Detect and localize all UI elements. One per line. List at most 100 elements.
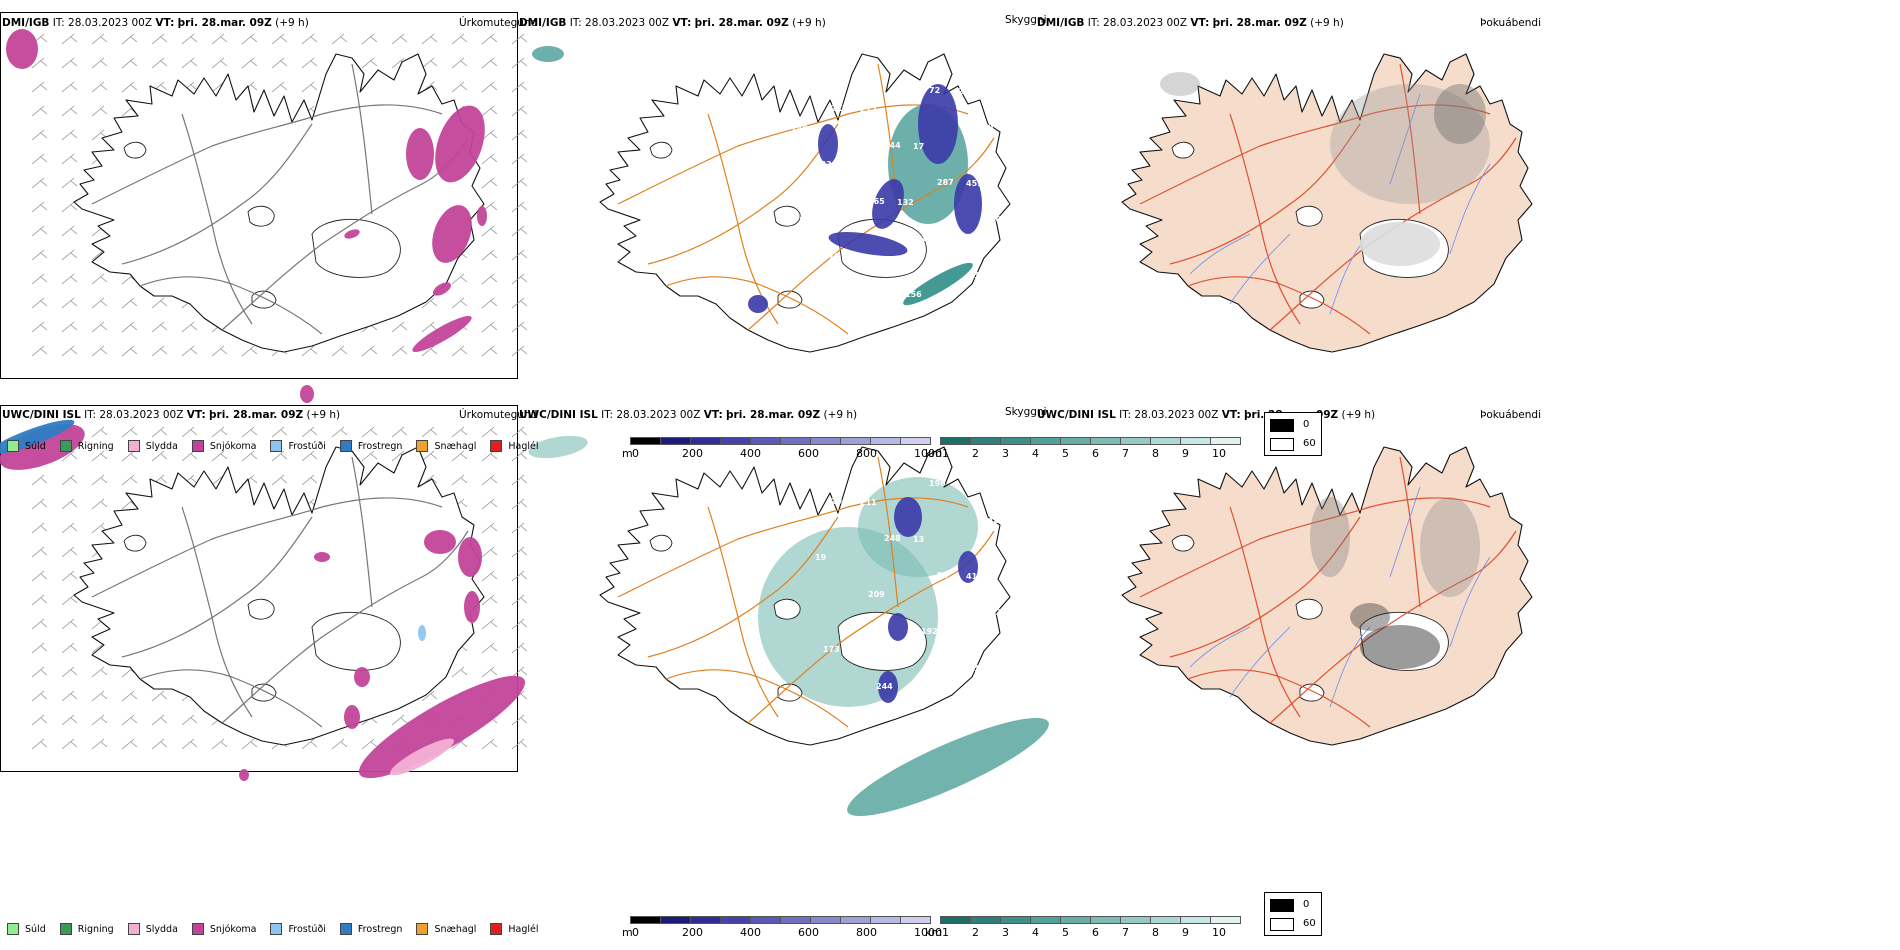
visibility-value-label: 248 [884,534,901,543]
colorbar-km-tick: 4 [1032,447,1039,460]
legend-swatch [191,440,204,452]
legend-swatch [416,923,429,935]
colorbar-km-seg [1090,437,1121,445]
colorbar-km-seg [1060,916,1091,924]
colorbar-m-tick: 600 [798,926,819,939]
colorbar-m-seg [840,437,871,445]
colorbar-m-seg [870,437,901,445]
precip-legend-bottom: Súld Rigning Slydda Snjókoma Frostúði Frostre… [7,923,553,935]
colorbar-km-unit: km [925,926,943,939]
visibility-value-label: 299 [831,497,848,506]
colorbar-km-seg [970,916,1001,924]
legend-label: Frostúði [288,923,326,935]
colorbar-km-tick: 7 [1122,447,1129,460]
legend-label: Slydda [145,923,178,935]
legend-swatch [339,923,352,935]
visibility-map-bottom: 3102992488532017324419624219209192145912… [528,435,1049,817]
colorbar-km-tick: 5 [1062,447,1069,460]
fog-legend-swatch-0 [1270,899,1294,912]
legend-swatch [416,440,429,452]
visibility-value-label: 227 [831,104,848,113]
legend-swatch [127,440,140,452]
colorbar-m-tick: 400 [740,926,761,939]
fog-legend-bottom: 0 60 [1264,892,1322,936]
colorbar-km-seg [1150,437,1181,445]
legend-item-snjókoma: Snjókoma [191,923,257,935]
colorbar-m-seg [720,437,751,445]
legend-label: Haglél [508,923,539,935]
colorbar-km-seg [1060,437,1091,445]
legend-item-snjókoma: Snjókoma [191,440,256,452]
fog-legend-label-60: 60 [1303,438,1316,449]
colorbar-km-tick: 9 [1182,447,1189,460]
visibility-value-label: 165 [868,197,885,206]
legend-swatch [490,923,503,935]
visibility-value-label: 121 [778,67,795,76]
fog-legend-top: 0 60 [1264,412,1322,456]
colorbar-km-seg [940,437,971,445]
colorbar-km-seg [1120,916,1151,924]
legend-swatch [490,440,503,452]
colorbar-m-seg [810,916,841,924]
panel-title-fog-top: Þokuábendi [1480,17,1541,29]
colorbar-km-tick: 3 [1002,926,1009,939]
colorbar-km-tick: 6 [1092,926,1099,939]
colorbar-km-tick: 1 [942,447,949,460]
colorbar-km-tick: 10 [1212,447,1226,460]
visibility-value-label: 132 [897,198,914,207]
colorbar-km-tick: 9 [1182,926,1189,939]
colorbar-m-tick: 800 [856,926,877,939]
legend-item-súld: Súld [7,440,46,452]
colorbar-m-seg [660,437,691,445]
colorbar-km-tick: 4 [1032,926,1039,939]
colorbar-m-seg [780,437,811,445]
legend-label: Snæhagl [434,923,477,935]
colorbar-m-seg [900,916,931,924]
colorbar-m-seg [840,916,871,924]
fog-legend-swatch-0 [1270,419,1294,432]
colorbar-km-tick: 6 [1092,447,1099,460]
legend-label: Súld [25,923,46,935]
colorbar-km-seg [1090,916,1121,924]
colorbar-km-tick: 7 [1122,926,1129,939]
visibility-value-label: 320 [990,608,1007,617]
visibility-colorbar-top: m 0 200 400 600 800 1000 km 1 2 3 4 5 6 7 8 9 10 [622,437,1260,467]
colorbar-km-seg [940,916,971,924]
panel-title-clouds-bottom: Skyggni [1005,406,1047,418]
colorbar-km-tick: 8 [1152,447,1159,460]
visibility-value-label: 208 [990,215,1007,224]
legend-swatch [59,923,72,935]
visibility-value-label: 72 [929,86,940,95]
colorbar-m-tick: 200 [682,926,703,939]
visibility-value-label: 156 [905,290,922,299]
visibility-map-top: 121 227 144 287 208 279 297 72 30 223 165 199 181 237… [532,46,1011,353]
colorbar-m-seg [720,916,751,924]
panel-header-top-clouds: DMI/IGB IT: 28.03.2023 00Z VT: þri. 28.m… [519,17,826,29]
legend-label: Rigning [77,923,114,935]
precip-map-top [6,29,528,403]
fog-legend-label-60: 60 [1303,918,1316,929]
visibility-value-label: 30 [982,123,994,132]
colorbar-km-seg [1000,916,1031,924]
legend-label: Snjókoma [209,923,257,935]
legend-label: Slydda [145,440,178,452]
panel-header-bottom-precip: UWC/DINI ISL IT: 28.03.2023 00Z VT: þri.… [2,409,341,421]
colorbar-km-seg [1180,916,1211,924]
colorbar-km-seg [1030,916,1061,924]
legend-swatch [127,923,140,935]
visibility-value-label: 41 [966,572,978,581]
colorbar-m-tick: 1000 [914,447,942,460]
visibility-value-label: 85 [937,571,949,580]
legend-item-slydda: Slydda [127,440,178,452]
colorbar-m-seg [900,437,931,445]
legend-item-rigning: Rigning [59,440,114,452]
panel-header-top-precip: DMI/IGB IT: 28.03.2023 00Z VT: þri. 28.m… [2,17,309,29]
colorbar-m-tick: 0 [632,447,639,460]
visibility-value-label: 17 [913,142,924,151]
legend-label: Frostúði [288,440,326,452]
legend-swatch [59,440,72,452]
legend-item-frostregn: Frostregn [339,923,402,935]
visibility-value-label: 211 [860,498,877,507]
fog-legend-label-0: 0 [1303,419,1310,430]
legend-swatch [191,923,204,935]
